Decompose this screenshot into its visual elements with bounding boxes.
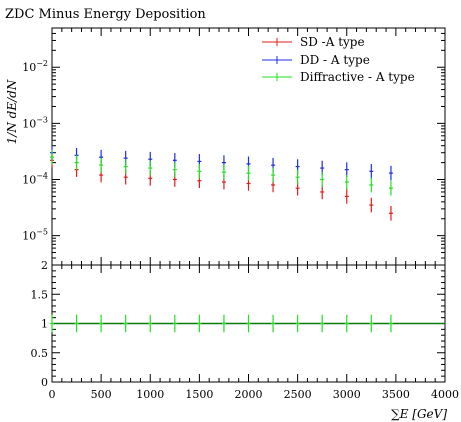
bottom-y-tick-label: 0.5 [31,347,49,360]
bottom-y-tick-label: 1.5 [31,288,49,301]
y-axis-label: 1/N dE/dN [5,79,19,144]
x-tick-label: 2000 [235,388,263,401]
top-panel-ticks: 10−5 10−4 10−3 10−2 [22,27,446,266]
top-y-tick-label: 10−2 [22,59,48,74]
x-tick-label: 0 [49,388,56,401]
top-panel-series [50,145,393,221]
top-y-tick-label: 10−5 [22,228,48,243]
top-panel: 10−5 10−4 10−3 10−2 [22,27,446,266]
bottom-panel: 0 0.5 1 1.5 2 0 500 1000 1500 2000 2500 3000 3500 400… [31,259,460,401]
x-tick-label: 3500 [382,388,410,401]
top-panel-frame [51,27,446,266]
x-tick-label: 500 [91,388,112,401]
x-tick-label: 2500 [284,388,312,401]
legend-label-diffractive: Diffractive - A type [300,70,415,84]
bottom-y-tick-label: 0 [41,376,48,389]
ratio-series-0 [50,314,393,333]
legend-label-sd: SD -A type [300,35,365,49]
x-tick-label: 1500 [185,388,213,401]
x-axis-label: ∑E [GeV] [391,407,447,421]
bottom-panel-ticks: 0 0.5 1 1.5 2 0 500 1000 1500 2000 2500 3000 3500 400… [31,259,460,401]
series-2 [50,149,393,196]
bottom-y-tick-label: 2 [41,259,48,272]
top-y-tick-label: 10−3 [22,115,48,130]
x-tick-label: 4000 [431,388,459,401]
legend: SD -A type DD - A type Diffractive - A t… [262,35,415,84]
x-tick-label: 1000 [136,388,164,401]
bottom-y-tick-label: 1 [41,318,48,331]
bottom-panel-series [50,314,445,333]
top-y-tick-label: 10−4 [22,172,48,187]
x-tick-label: 3000 [333,388,361,401]
legend-label-dd: DD - A type [300,53,370,67]
chart-title: ZDC Minus Energy Deposition [5,7,206,22]
